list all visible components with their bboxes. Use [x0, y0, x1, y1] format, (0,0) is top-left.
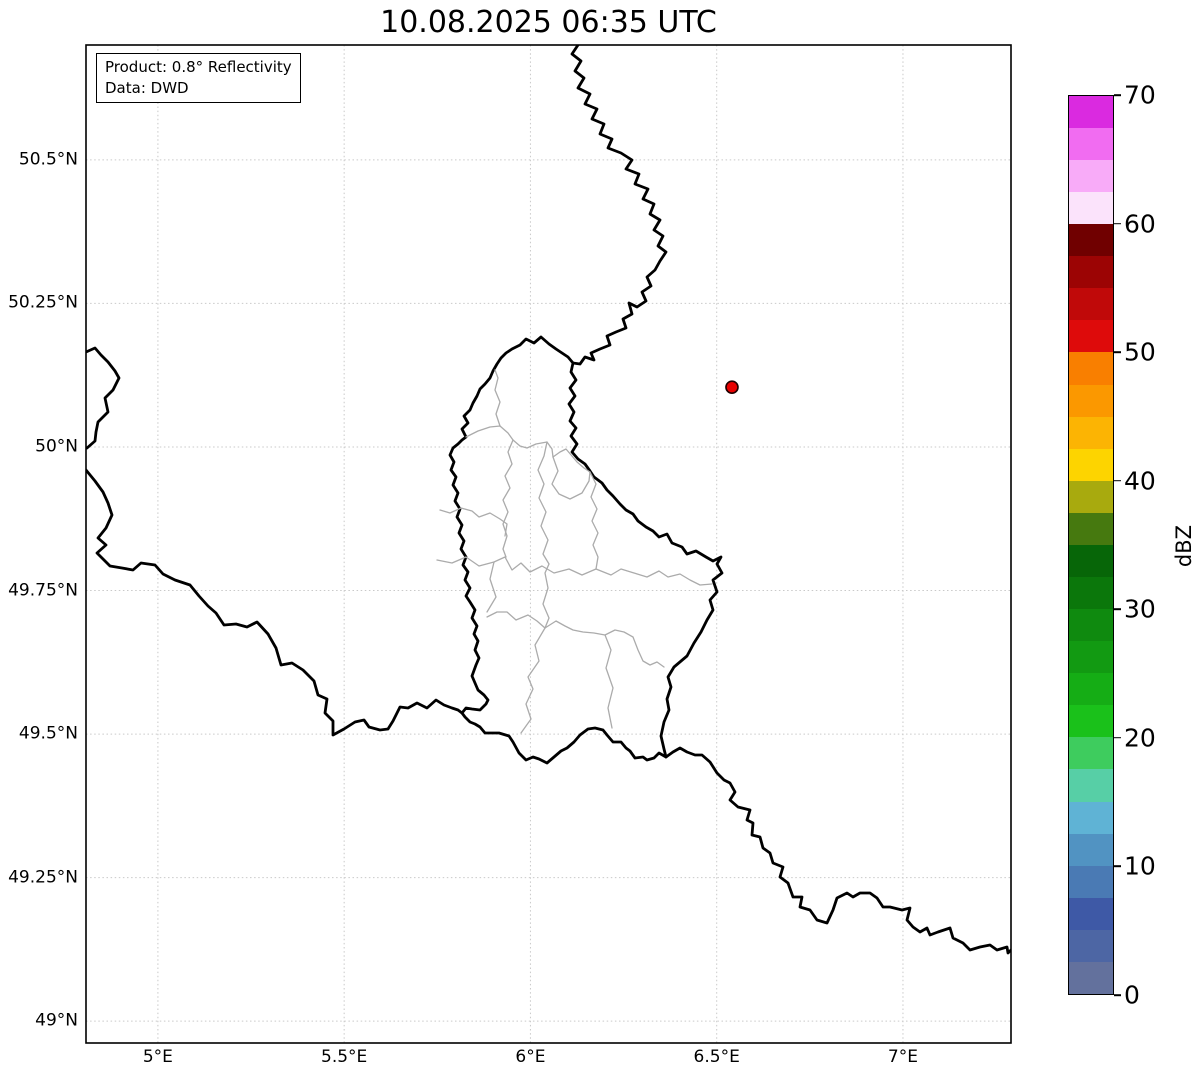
lat-tick-label: 49.5°N — [18, 723, 78, 744]
gridlines — [86, 45, 1011, 1043]
colorbar-segment — [1069, 416, 1113, 449]
border-luxembourg — [448, 335, 724, 765]
colorbar-segment — [1069, 769, 1113, 802]
plot-title: 10.08.2025 06:35 UTC — [380, 5, 717, 40]
colorbar-segment — [1069, 576, 1113, 610]
lat-tick-label: 49.25°N — [8, 867, 78, 888]
lat-tick-label: 50.25°N — [8, 292, 78, 313]
colorbar-segment — [1069, 512, 1113, 545]
colorbar-tick-label: 50 — [1124, 337, 1156, 367]
lat-tick-label: 50°N — [35, 436, 78, 457]
lon-tick-label: 5.5°E — [321, 1047, 368, 1067]
country-borders — [86, 45, 1011, 955]
radar-site-marker — [725, 380, 739, 395]
colorbar-tick-mark — [1114, 608, 1121, 611]
colorbar-segment — [1069, 865, 1113, 898]
map-frame — [85, 44, 1012, 1044]
canton-borders — [436, 369, 713, 734]
colorbar-segment — [1069, 384, 1113, 417]
info-product: Product: 0.8° Reflectivity — [105, 58, 292, 76]
colorbar — [1068, 95, 1114, 995]
colorbar-segment — [1069, 127, 1113, 160]
border-germany-france — [664, 746, 1011, 955]
colorbar-segment — [1069, 833, 1113, 866]
colorbar-segment — [1069, 159, 1113, 193]
colorbar-segment — [1069, 673, 1113, 706]
colorbar-segment — [1069, 288, 1113, 321]
colorbar-segment — [1069, 641, 1113, 674]
colorbar-tick-mark — [1114, 865, 1121, 868]
colorbar-tick-mark — [1114, 737, 1121, 739]
lon-tick-label: 5°E — [142, 1047, 173, 1067]
colorbar-segment — [1069, 95, 1113, 128]
colorbar-tick-label: 40 — [1124, 466, 1156, 496]
lon-tick-label: 7°E — [887, 1047, 918, 1067]
colorbar-segment — [1069, 544, 1113, 577]
colorbar-segment — [1069, 448, 1113, 481]
colorbar-tick-label: 10 — [1124, 851, 1156, 881]
lon-tick-label: 6°E — [515, 1047, 546, 1067]
lat-tick-label: 49°N — [35, 1010, 78, 1031]
colorbar-tick-mark — [1114, 479, 1121, 482]
colorbar-segment — [1069, 480, 1113, 513]
colorbar-axis-label: dBZ — [1172, 524, 1196, 568]
info-box: Product: 0.8° Reflectivity Data: DWD — [96, 53, 301, 104]
colorbar-tick-label: 0 — [1124, 980, 1140, 1010]
colorbar-tick-mark — [1114, 994, 1121, 996]
lon-tick-label: 6.5°E — [693, 1047, 740, 1067]
colorbar-segment — [1069, 929, 1113, 962]
colorbar-tick-mark — [1114, 351, 1121, 353]
colorbar-segment — [1069, 256, 1113, 289]
colorbar-tick-mark — [1114, 222, 1121, 225]
colorbar-segment — [1069, 801, 1113, 834]
colorbar-tick-label: 20 — [1124, 723, 1156, 753]
colorbar-segment — [1069, 320, 1113, 353]
border-france-belgium-1 — [86, 346, 121, 450]
border-france-belgium-2 — [86, 468, 464, 737]
colorbar-segment — [1069, 737, 1113, 770]
colorbar-tick-label: 30 — [1124, 594, 1156, 624]
colorbar-segment — [1069, 192, 1113, 225]
colorbar-segment — [1069, 352, 1113, 385]
border-belgium-germany — [570, 45, 668, 366]
colorbar-segment — [1069, 224, 1113, 257]
colorbar-tick-label: 70 — [1124, 80, 1156, 110]
lat-tick-label: 49.75°N — [8, 580, 78, 600]
marker-layer — [725, 380, 739, 395]
colorbar-segment — [1069, 705, 1113, 738]
colorbar-tick-label: 60 — [1124, 209, 1156, 239]
colorbar-segment — [1069, 609, 1113, 642]
colorbar-tick-mark — [1114, 94, 1121, 96]
info-source: Data: DWD — [105, 78, 189, 97]
colorbar-segment — [1069, 897, 1113, 930]
colorbar-segment — [1069, 961, 1113, 994]
lat-tick-label: 50.5°N — [18, 149, 78, 170]
